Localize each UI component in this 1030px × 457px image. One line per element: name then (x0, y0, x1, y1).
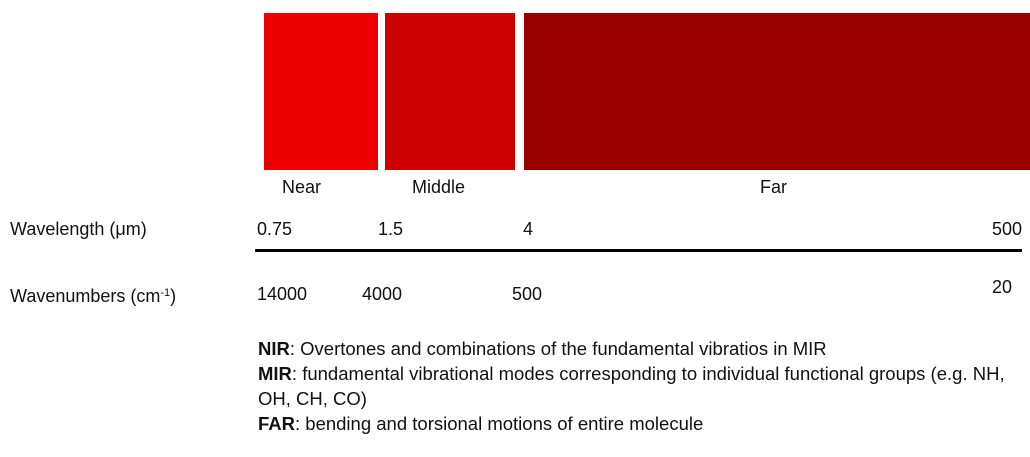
note-term: NIR (258, 338, 290, 359)
note-term: MIR (258, 363, 292, 384)
region-label: Middle (412, 177, 466, 197)
band-near (264, 13, 378, 170)
wavelength-tick: 500 (991, 219, 1022, 239)
wavelength-tick: 4 (523, 219, 534, 239)
note: MIR: fundamental vibrational modes corre… (258, 361, 1028, 411)
wavelength-label: Wavelength (μm) (10, 219, 147, 239)
text: Wavenumbers (cm (10, 286, 161, 306)
wavenumbers-label: Wavenumbers (cm-1) (10, 283, 176, 306)
wavenumber-tick: 4000 (362, 284, 403, 304)
scale-line (255, 249, 1022, 252)
band-far (524, 13, 1030, 170)
wavenumber-tick: 14000 (257, 284, 308, 304)
wavelength-tick: 1.5 (378, 219, 404, 239)
note-text: : Overtones and combinations of the fund… (289, 338, 827, 359)
wavenumber-tick: 20 (991, 277, 1012, 297)
note: FAR: bending and torsional motions of en… (258, 411, 1028, 436)
region-label: Far (760, 177, 787, 197)
note-text: : fundamental vibrational modes correspo… (258, 363, 1005, 409)
note-term: FAR (258, 413, 295, 434)
wavelength-tick: 0.75 (257, 219, 293, 239)
note: NIR: Overtones and combinations of the f… (258, 336, 1028, 361)
wavenumber-tick: 500 (512, 284, 543, 304)
text: ) (170, 286, 177, 306)
superscript: -1 (160, 287, 171, 299)
band-middle (385, 13, 515, 170)
region-label: Near (282, 177, 322, 197)
note-text: : bending and torsional motions of entir… (295, 413, 704, 434)
